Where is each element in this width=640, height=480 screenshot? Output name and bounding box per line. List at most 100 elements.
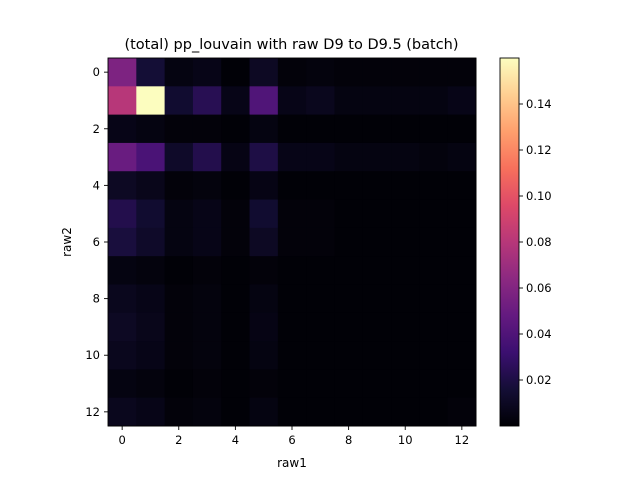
- heatmap-cell-0-4: [221, 58, 251, 87]
- heatmap-cell-4-10: [391, 171, 420, 201]
- heatmap-cell-4-12: [447, 171, 477, 201]
- heatmap-cell-7-10: [391, 256, 420, 285]
- heatmap-cell-2-3: [192, 114, 222, 144]
- heatmap-cell-11-12: [447, 369, 477, 399]
- heatmap-cell-3-6: [277, 142, 307, 172]
- heatmap-cell-1-3: [192, 86, 222, 116]
- heatmap-cell-9-5: [249, 312, 279, 342]
- heatmap-cell-9-8: [334, 312, 364, 342]
- heatmap-cell-9-12: [447, 312, 477, 342]
- heatmap-cell-11-5: [249, 369, 279, 399]
- heatmap-cell-4-2: [164, 171, 194, 201]
- heatmap-cell-12-10: [391, 397, 420, 427]
- heatmap-cell-7-11: [419, 256, 449, 285]
- heatmap-cell-10-12: [447, 341, 477, 370]
- heatmap-cell-7-6: [277, 256, 307, 285]
- chart-title: (total) pp_louvain with raw D9 to D9.5 (…: [124, 37, 458, 53]
- heatmap-cell-11-1: [136, 369, 166, 399]
- heatmap-cell-8-12: [447, 284, 477, 314]
- heatmap-cell-11-0: [108, 369, 137, 399]
- heatmap-cell-7-9: [362, 256, 392, 285]
- heatmap-cell-8-3: [192, 284, 222, 314]
- heatmap-cell-3-5: [249, 142, 279, 172]
- heatmap-cell-10-1: [136, 341, 166, 370]
- heatmap-cell-1-5: [249, 86, 279, 116]
- heatmap-cell-11-9: [362, 369, 392, 399]
- heatmap-cell-6-10: [391, 227, 420, 257]
- colorbar-tick-label: 0.02: [526, 373, 552, 387]
- heatmap-cell-6-12: [447, 227, 477, 257]
- heatmap-cell-12-3: [192, 397, 222, 427]
- y-tick-label: 8: [93, 292, 100, 306]
- heatmap-cell-7-2: [164, 256, 194, 285]
- heatmap-cell-5-7: [306, 199, 335, 229]
- heatmap-cell-4-9: [362, 171, 392, 201]
- heatmap-cell-10-6: [277, 341, 307, 370]
- colorbar-tick-label: 0.14: [526, 97, 552, 111]
- heatmap-cell-10-7: [306, 341, 335, 370]
- heatmap-cell-0-11: [419, 58, 449, 87]
- x-axis-label: raw1: [277, 456, 307, 470]
- heatmap-cell-1-1: [136, 86, 166, 116]
- heatmap-cell-5-9: [362, 199, 392, 229]
- heatmap-cell-12-4: [221, 397, 251, 427]
- heatmap-cell-1-7: [306, 86, 335, 116]
- heatmap-cell-0-10: [391, 58, 420, 87]
- heatmap-cell-10-11: [419, 341, 449, 370]
- heatmap-cell-7-5: [249, 256, 279, 285]
- y-axis-ticks: 0 2 4 6 8 10 12: [85, 65, 108, 419]
- heatmap-cell-11-3: [192, 369, 222, 399]
- heatmap-cell-8-4: [221, 284, 251, 314]
- heatmap-cell-1-9: [362, 86, 392, 116]
- heatmap-cell-3-8: [334, 142, 364, 172]
- heatmap-cell-0-6: [277, 58, 307, 87]
- heatmap-cell-8-0: [108, 284, 137, 314]
- heatmap-cell-11-4: [221, 369, 251, 399]
- heatmap-cell-12-7: [306, 397, 335, 427]
- heatmap-cell-7-1: [136, 256, 166, 285]
- heatmap-cell-0-9: [362, 58, 392, 87]
- y-axis-label: raw2: [60, 227, 74, 257]
- heatmap-cell-5-2: [164, 199, 194, 229]
- heatmap-cell-3-9: [362, 142, 392, 172]
- heatmap-cell-4-8: [334, 171, 364, 201]
- heatmap-cell-1-12: [447, 86, 477, 116]
- heatmap-cell-5-8: [334, 199, 364, 229]
- heatmap-cell-10-3: [192, 341, 222, 370]
- heatmap-cell-2-4: [221, 114, 251, 144]
- heatmap-cell-2-5: [249, 114, 279, 144]
- heatmap-cell-6-2: [164, 227, 194, 257]
- heatmap-cell-0-8: [334, 58, 364, 87]
- heatmap-cell-8-7: [306, 284, 335, 314]
- heatmap-cell-2-2: [164, 114, 194, 144]
- heatmap-cell-3-1: [136, 142, 166, 172]
- heatmap-cell-3-12: [447, 142, 477, 172]
- colorbar-tick-label: 0.12: [526, 143, 552, 157]
- heatmap-cell-9-6: [277, 312, 307, 342]
- heatmap-cell-2-12: [447, 114, 477, 144]
- heatmap-cell-7-3: [192, 256, 222, 285]
- heatmap-cell-1-11: [419, 86, 449, 116]
- heatmap-cell-2-9: [362, 114, 392, 144]
- heatmap-cell-12-12: [447, 397, 477, 427]
- heatmap-cell-4-6: [277, 171, 307, 201]
- y-tick-label: 2: [93, 122, 100, 136]
- y-tick-label: 4: [93, 178, 100, 192]
- heatmap-cell-3-10: [391, 142, 420, 172]
- x-tick-label: 6: [288, 433, 295, 447]
- heatmap-cell-5-11: [419, 199, 449, 229]
- heatmap-cell-4-1: [136, 171, 166, 201]
- heatmap-cell-3-0: [108, 142, 137, 172]
- heatmap-cell-9-7: [306, 312, 335, 342]
- heatmap-cell-2-8: [334, 114, 364, 144]
- heatmap-cell-4-7: [306, 171, 335, 201]
- heatmap-cell-4-3: [192, 171, 222, 201]
- x-tick-label: 4: [232, 433, 239, 447]
- heatmap-cell-8-10: [391, 284, 420, 314]
- heatmap-cell-9-9: [362, 312, 392, 342]
- y-tick-label: 12: [85, 405, 100, 419]
- colorbar-tick-label: 0.06: [526, 281, 552, 295]
- heatmap-cell-0-7: [306, 58, 335, 87]
- heatmap-cell-1-4: [221, 86, 251, 116]
- heatmap-cell-6-8: [334, 227, 364, 257]
